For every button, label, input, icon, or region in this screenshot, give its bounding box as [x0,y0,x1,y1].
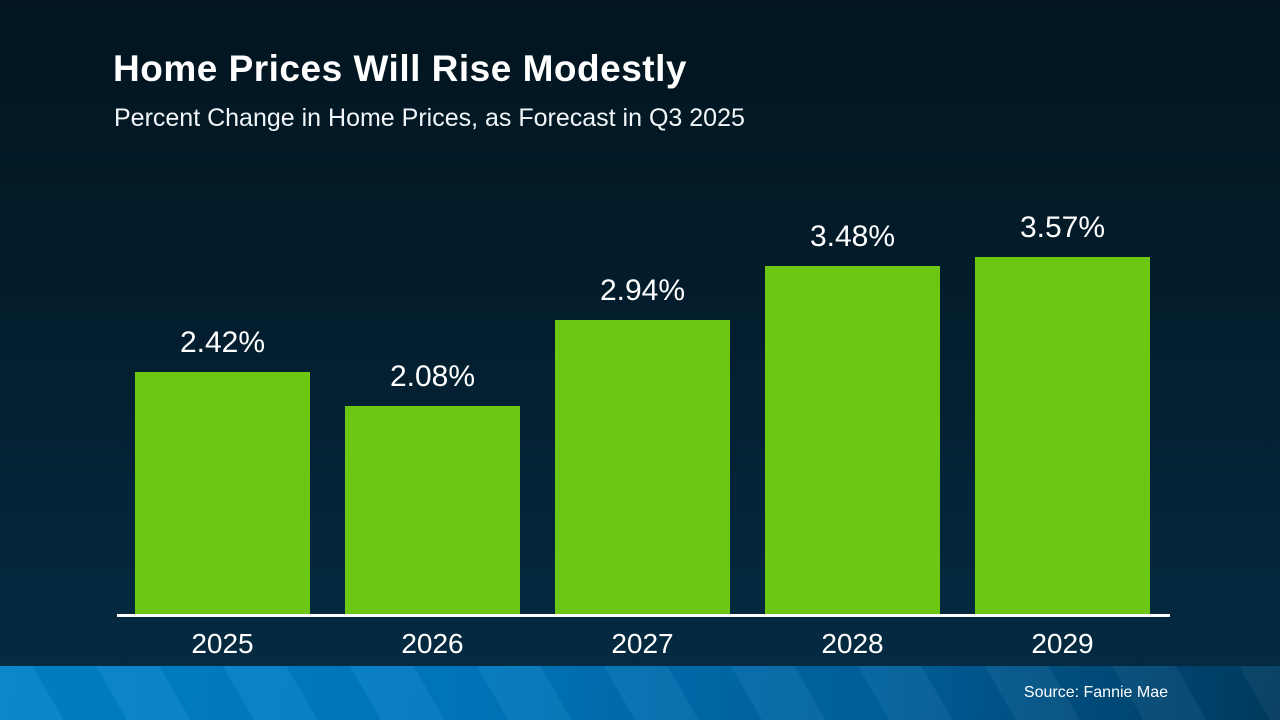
chart-header: Home Prices Will Rise Modestly Percent C… [113,48,745,133]
bar [135,372,310,614]
x-axis-line [117,614,1170,617]
bar-value-label: 2.08% [389,360,476,393]
x-axis-label: 2025 [191,628,254,659]
source-text: Source: Fannie Mae [1023,684,1168,701]
bar [765,266,940,614]
x-axis-label: 2028 [821,628,884,659]
bar [555,320,730,614]
bar-value-label: 2.42% [179,326,266,359]
bar [975,257,1150,614]
bar-value-label: 3.57% [1019,211,1106,244]
bar-value-label: 2.94% [599,274,686,307]
footer-band: Source: Fannie Mae [0,666,1280,720]
chart-subtitle: Percent Change in Home Prices, as Foreca… [114,104,745,132]
bar-value-label: 3.48% [809,220,896,253]
chart-title: Home Prices Will Rise Modestly [113,48,687,89]
x-axis-label: 2026 [401,628,464,659]
bar [345,406,520,614]
x-axis-label: 2027 [611,628,674,659]
x-axis-label: 2029 [1031,628,1094,659]
